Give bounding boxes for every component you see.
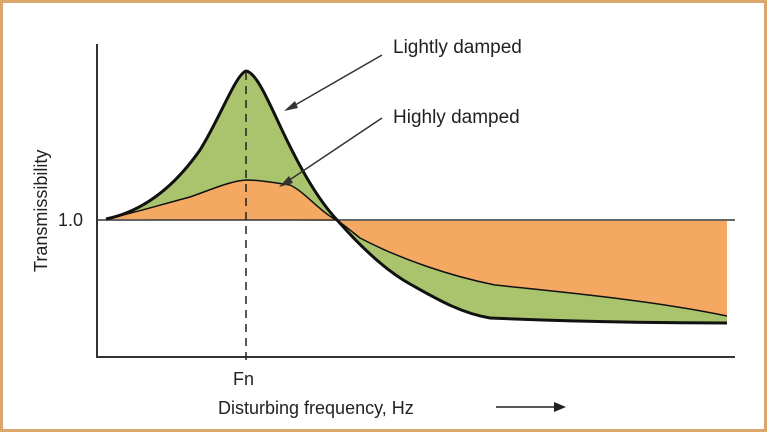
- y-tick-label: 1.0: [58, 210, 83, 230]
- highly-damped-curve: [105, 179, 728, 317]
- x-axis-arrow: [496, 402, 566, 412]
- highly-damped-arrow: [279, 117, 383, 187]
- lightly-damped-fill: [106, 71, 727, 323]
- highly-damped-label: Highly damped: [393, 107, 520, 128]
- x-axis-title: Disturbing frequency, Hz: [218, 398, 414, 418]
- lightly-damped-arrow: [284, 54, 383, 111]
- highly-damped-fill-region-high: [338, 221, 727, 316]
- highly-damped-fill: [106, 180, 338, 221]
- lightly-damped-curve: [105, 69, 728, 325]
- lightly-damped-label: Lightly damped: [393, 37, 522, 58]
- x-tick-label: Fn: [233, 369, 254, 389]
- y-axis-title: Transmissibility: [31, 150, 51, 272]
